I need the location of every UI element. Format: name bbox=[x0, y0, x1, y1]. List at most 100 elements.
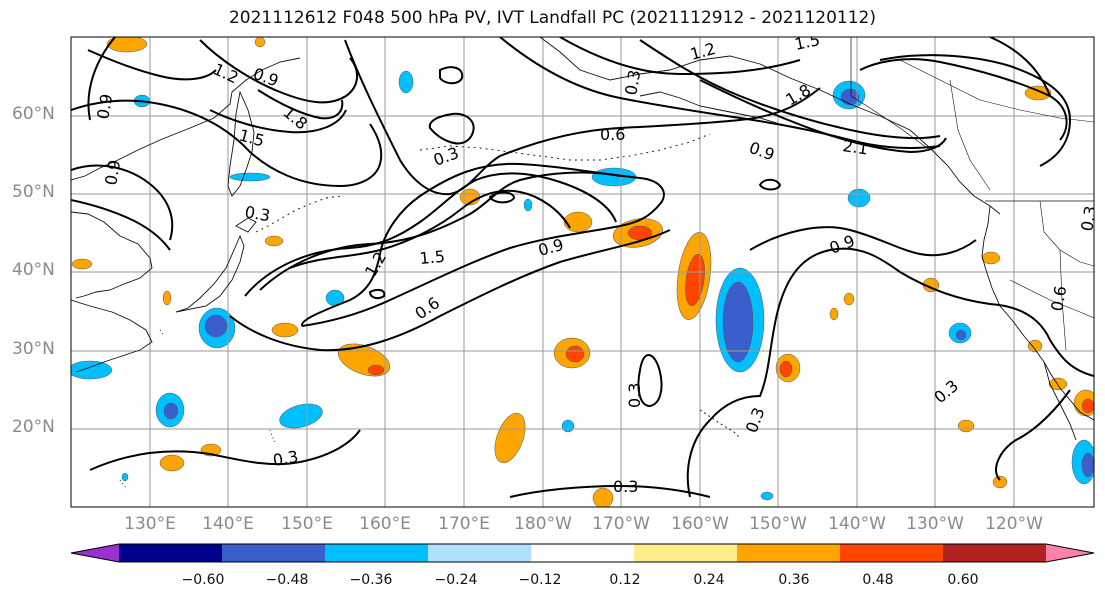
neg-anomaly-15 bbox=[561, 419, 575, 433]
lon-label-150w: 150°W bbox=[749, 514, 807, 534]
pos-anomaly-25 bbox=[71, 258, 93, 270]
neg-anomaly-2b bbox=[204, 314, 228, 338]
colorbar-segment bbox=[325, 544, 429, 562]
pv-contour-2-1-b bbox=[859, 58, 1068, 141]
pos-anomaly-17 bbox=[981, 251, 1001, 265]
lon-label-170w: 170°W bbox=[592, 514, 650, 534]
colorbar-extend-max bbox=[1046, 544, 1094, 562]
lon-label-140e: 140°E bbox=[202, 514, 254, 534]
pv-contour-0-3-east-lower bbox=[995, 389, 1071, 481]
pos-anomaly-5 bbox=[494, 412, 526, 464]
colorbar-segment bbox=[840, 544, 944, 562]
pos-anomaly-26 bbox=[264, 235, 284, 247]
pv-contour-closed-3 bbox=[368, 288, 386, 300]
colorbar-tick-label: 0.60 bbox=[947, 572, 979, 588]
lon-label-140w: 140°W bbox=[828, 514, 886, 534]
pv-contour-2-1-a bbox=[699, 79, 947, 154]
pv-contour-left-3 bbox=[87, 37, 116, 121]
colorbar-segment bbox=[737, 544, 841, 562]
coast-islands-west-pacific bbox=[119, 329, 277, 489]
pos-anomaly-4b bbox=[367, 364, 385, 376]
pv-contour-closed-1 bbox=[758, 178, 782, 191]
neg-anomaly-14 bbox=[229, 172, 271, 182]
pos-anomaly-27 bbox=[254, 37, 266, 48]
lat-label-60n: 60°N bbox=[12, 104, 55, 124]
contour-label: 0.3 bbox=[1077, 204, 1100, 232]
lon-label-130w: 130°W bbox=[906, 514, 964, 534]
pv-contour-north-loop bbox=[439, 66, 464, 85]
lat-label-20n: 20°N bbox=[12, 417, 55, 437]
coast-aleutians bbox=[419, 133, 711, 161]
pv-contour-0-9-a bbox=[259, 171, 621, 291]
pv-contour-1-5-b bbox=[209, 109, 347, 134]
pos-anomaly-23 bbox=[829, 307, 839, 321]
coast-japan bbox=[175, 217, 257, 313]
colorbar-segment bbox=[428, 544, 532, 562]
coast-alaska bbox=[539, 37, 1001, 215]
colorbar-segment bbox=[943, 544, 1047, 562]
lon-label-170e: 170°E bbox=[438, 514, 490, 534]
contour-label: 0.3 bbox=[625, 383, 644, 408]
neg-anomaly-4 bbox=[279, 403, 323, 429]
pos-anomaly-22 bbox=[843, 292, 855, 306]
pv-contour-left-1 bbox=[71, 164, 174, 241]
lon-label-120w: 120°W bbox=[985, 514, 1043, 534]
pv-contour-0-9-b bbox=[71, 99, 383, 188]
colorbar-segment bbox=[531, 544, 635, 562]
colorbar-tick-label: −0.60 bbox=[181, 572, 225, 588]
neg-anomaly-5b bbox=[840, 88, 860, 106]
pv-contour-1-8-b bbox=[639, 39, 941, 140]
colorbar-tick-label: −0.36 bbox=[349, 572, 393, 588]
colorbar-tick-label: 0.24 bbox=[693, 572, 725, 588]
neg-anomaly-18 bbox=[121, 472, 129, 482]
lon-label-130e: 130°E bbox=[124, 514, 176, 534]
colorbar-tick-label: −0.12 bbox=[518, 572, 562, 588]
pv-contour-1-8-ne bbox=[989, 37, 1051, 97]
pos-anomaly-14b bbox=[1081, 398, 1094, 414]
contour-label: 1.5 bbox=[793, 30, 822, 54]
contour-label: 0.3 bbox=[243, 202, 271, 225]
pos-anomaly-20 bbox=[1027, 339, 1043, 353]
colorbar-tick-label: 0.12 bbox=[609, 572, 641, 588]
pos-anomaly-15 bbox=[1048, 377, 1068, 391]
contour-label: 1.5 bbox=[419, 247, 446, 268]
lon-label-160w: 160°W bbox=[671, 514, 729, 534]
pv-contour-1-2-a bbox=[244, 172, 617, 297]
pos-anomaly-10 bbox=[159, 454, 185, 472]
pv-contour-0-9-c bbox=[749, 226, 977, 257]
colorbar-tick-label: 0.48 bbox=[862, 572, 894, 588]
pv-contour-0-3-mid bbox=[89, 429, 361, 471]
lat-label-40n: 40°N bbox=[12, 260, 55, 280]
colorbar-tick-label: 0.36 bbox=[778, 572, 810, 588]
border-alaska-canada bbox=[850, 37, 931, 151]
border-interior-5 bbox=[949, 79, 991, 191]
colorbar-outline bbox=[70, 543, 1095, 563]
colorbar bbox=[70, 543, 1095, 563]
map-panel: 1.2 0.9 1.5 1.8 0.9 1.5 1.2 1.8 0.6 0.9 … bbox=[71, 30, 1100, 507]
contour-label: 2.1 bbox=[841, 136, 869, 158]
contour-label: 0.3 bbox=[621, 68, 644, 96]
pos-anomaly-24 bbox=[162, 290, 172, 306]
lon-label-150e: 150°E bbox=[281, 514, 333, 534]
contour-label: 0.6 bbox=[1047, 284, 1070, 312]
pv-contour-left-2 bbox=[87, 49, 217, 81]
neg-anomaly-7b bbox=[955, 329, 967, 341]
neg-anomaly-17 bbox=[760, 491, 774, 501]
pos-anomaly-7 bbox=[563, 211, 593, 233]
pv-contour-0-3-east bbox=[686, 247, 1094, 498]
pv-contour-0-3-south bbox=[509, 484, 711, 498]
neg-anomaly-10 bbox=[398, 70, 414, 94]
neg-anomaly-12 bbox=[847, 188, 871, 208]
contour-label: 0.3 bbox=[613, 477, 638, 496]
coast-na-west bbox=[981, 205, 1094, 421]
pv-contour-1-5-c bbox=[499, 37, 941, 149]
lon-label-180w: 180°W bbox=[514, 514, 572, 534]
lat-label-30n: 30°N bbox=[12, 339, 55, 359]
contour-label: 0.3 bbox=[271, 447, 299, 470]
pv-contour-0-3-north bbox=[344, 39, 821, 196]
pv-contour-0-9-d bbox=[71, 199, 171, 251]
contour-label: 0.9 bbox=[101, 158, 124, 186]
pv-contour-1-8-a bbox=[257, 89, 344, 120]
neg-anomaly-1b bbox=[722, 281, 754, 363]
neg-anomaly-9 bbox=[71, 360, 113, 380]
